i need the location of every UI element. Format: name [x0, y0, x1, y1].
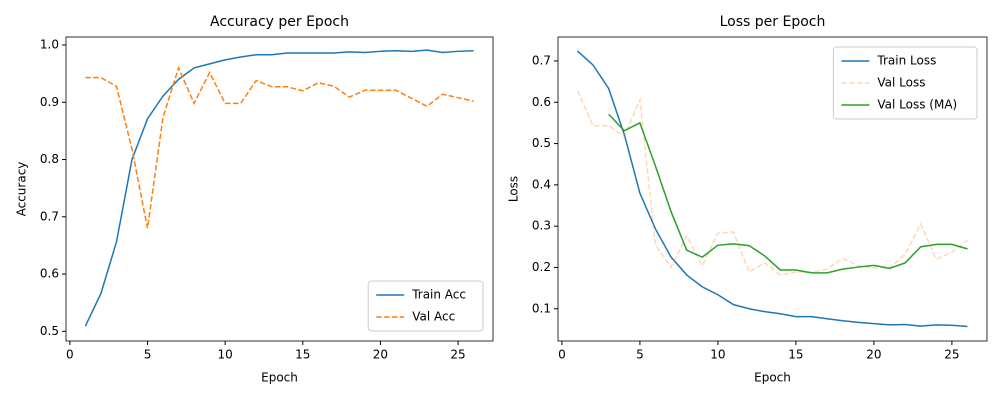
- series-line: [576, 50, 968, 328]
- y-tick-label: 0.5: [40, 324, 59, 338]
- y-tick-label: 0.7: [40, 209, 59, 223]
- x-tick-label: 0: [558, 348, 566, 362]
- x-axis-label: Epoch: [261, 371, 298, 385]
- plot-frame: [557, 36, 988, 342]
- y-tick-label: 0.2: [532, 260, 551, 274]
- y-tick-label: 0.4: [532, 177, 551, 191]
- x-tick-label: 20: [866, 348, 881, 362]
- x-tick-label: 0: [66, 348, 74, 362]
- y-tick-label: 0.6: [532, 95, 551, 109]
- legend-label: Val Acc: [412, 310, 455, 324]
- legend-label: Val Loss (MA): [877, 98, 957, 112]
- x-tick-label: 5: [144, 348, 152, 362]
- series-line: [576, 90, 968, 276]
- chart-title: Loss per Epoch: [720, 14, 826, 30]
- y-tick-label: 0.8: [40, 152, 59, 166]
- y-axis-label: Accuracy: [15, 162, 29, 217]
- series-line: [85, 65, 474, 229]
- y-tick-label: 0.7: [532, 53, 551, 67]
- x-tick-label: 10: [218, 348, 233, 362]
- x-tick-label: 20: [373, 348, 388, 362]
- legend-label: Train Loss: [876, 54, 936, 68]
- y-tick-label: 0.9: [40, 95, 59, 109]
- series-line: [608, 113, 968, 274]
- y-tick-label: 0.5: [532, 136, 551, 150]
- plot-frame: [65, 36, 494, 342]
- chart-title: Accuracy per Epoch: [210, 14, 349, 30]
- x-tick-label: 15: [788, 348, 803, 362]
- legend-label: Train Acc: [411, 288, 466, 302]
- y-tick-label: 0.3: [532, 219, 551, 233]
- y-tick-label: 0.1: [532, 301, 551, 315]
- legend-box: [367, 280, 484, 332]
- legend-label: Val Loss: [877, 76, 925, 90]
- x-tick-label: 15: [295, 348, 310, 362]
- y-tick-label: 1.0: [40, 38, 59, 52]
- y-axis-label: Loss: [507, 176, 521, 202]
- y-tick-label: 0.6: [40, 267, 59, 281]
- x-tick-label: 5: [636, 348, 644, 362]
- x-tick-label: 10: [710, 348, 725, 362]
- x-axis-label: Epoch: [754, 371, 791, 385]
- x-tick-label: 25: [450, 348, 465, 362]
- x-tick-label: 25: [944, 348, 959, 362]
- legend-box: [832, 46, 978, 120]
- series-line: [84, 49, 474, 327]
